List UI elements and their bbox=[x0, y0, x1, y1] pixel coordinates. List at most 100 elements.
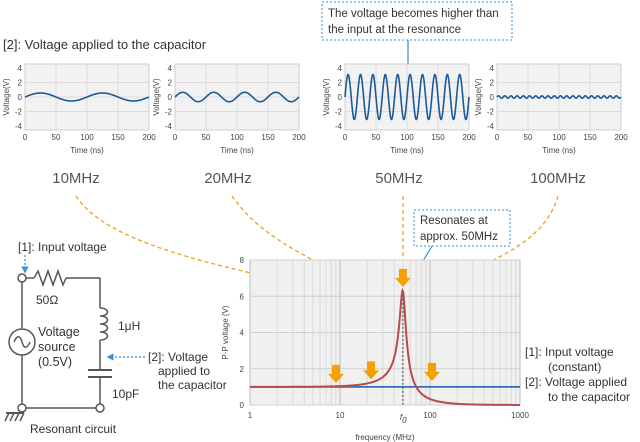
capacitor-label: 10pF bbox=[112, 387, 139, 401]
cap-label-line3: the capacitor bbox=[158, 378, 227, 392]
y-tick-label: 2 bbox=[18, 79, 23, 88]
arrow-10mhz bbox=[328, 364, 344, 383]
inductor-label: 1μH bbox=[118, 319, 140, 333]
legend-item1-line1: [1]: Input voltage bbox=[525, 345, 614, 359]
y-tick-label: 4 bbox=[18, 64, 23, 73]
x-tick-label: 200 bbox=[462, 133, 476, 142]
legend-item1-line2: (constant) bbox=[548, 360, 601, 374]
x-tick-label: 0 bbox=[343, 133, 348, 142]
resistor-label: 50Ω bbox=[36, 293, 58, 307]
waveform-line bbox=[24, 92, 150, 102]
callout-top-line1: The voltage becomes higher than bbox=[328, 8, 499, 20]
callout-top: The voltage becomes higher than the inpu… bbox=[321, 1, 513, 72]
waveform-line bbox=[344, 73, 470, 121]
arrow-100mhz bbox=[424, 362, 440, 381]
freq-label-10mhz: 10MHz bbox=[52, 170, 100, 187]
x-tick-label: 200 bbox=[142, 133, 156, 142]
connector-100mhz bbox=[432, 195, 559, 361]
x-tick-label: 100 bbox=[423, 411, 437, 420]
freq-label-100mhz: 100MHz bbox=[530, 170, 586, 187]
arrow-shape bbox=[328, 364, 344, 383]
y-tick-label: -4 bbox=[165, 122, 173, 131]
x-tick-label: 50 bbox=[372, 133, 381, 142]
x-axis-label: Time (ns) bbox=[70, 146, 104, 155]
terminal-input bbox=[17, 273, 27, 283]
y-tick-label: 2 bbox=[168, 79, 173, 88]
y-tick-label: -2 bbox=[15, 108, 23, 117]
circuit-caption: Resonant circuit bbox=[30, 422, 117, 436]
y-tick-label: 4 bbox=[168, 64, 173, 73]
series-capacitor-voltage bbox=[250, 288, 520, 406]
freq-label-20mhz: 20MHz bbox=[204, 170, 252, 187]
x-tick-label: 0 bbox=[23, 133, 28, 142]
section-title: [2]: Voltage applied to the capacitor bbox=[3, 37, 207, 52]
y-axis-label: Voltage(V) bbox=[322, 78, 331, 116]
x-axis-label: Time (ns) bbox=[390, 146, 424, 155]
x-tick-label: 150 bbox=[583, 133, 597, 142]
source-label-line1: Voltage bbox=[38, 325, 80, 339]
callout-top-line2: the input at the resonance bbox=[328, 24, 461, 36]
y-tick-label: 0 bbox=[240, 401, 245, 410]
y-tick-label: 2 bbox=[338, 79, 343, 88]
arrow-50mhz bbox=[394, 268, 411, 287]
legend: [1]: Input voltage (constant) [2]: Volta… bbox=[525, 345, 630, 404]
y-tick-label: 4 bbox=[490, 64, 495, 73]
x-tick-label: 200 bbox=[292, 133, 306, 142]
callout-resonates-line2: approx. 50MHz bbox=[420, 231, 498, 243]
freq-label-50mhz: 50MHz bbox=[375, 170, 423, 187]
x-axis-label: Time (ns) bbox=[542, 146, 576, 155]
y-axis-title: P-P voltage (V) bbox=[221, 305, 230, 359]
y-tick-label: 0 bbox=[168, 93, 173, 102]
y-tick-label: -4 bbox=[487, 122, 495, 131]
y-tick-label: -2 bbox=[165, 108, 173, 117]
x-axis-label: Time (ns) bbox=[220, 146, 254, 155]
callout-resonates-line1: Resonates at bbox=[420, 215, 489, 227]
arrow-shape bbox=[363, 361, 380, 380]
x-tick-label: 1000 bbox=[511, 411, 529, 420]
x-tick-label: 10 bbox=[336, 411, 345, 420]
y-tick-label: -4 bbox=[335, 122, 343, 131]
y-tick-label: 2 bbox=[240, 365, 245, 374]
waveform-line bbox=[496, 94, 622, 100]
callout-resonates: Resonates at approx. 50MHz bbox=[406, 209, 511, 290]
y-axis-label: Voltage(V) bbox=[152, 78, 161, 116]
x-tick-label: 150 bbox=[431, 133, 445, 142]
terminal-output bbox=[95, 403, 105, 413]
y-tick-label: 4 bbox=[240, 329, 245, 338]
x-tick-label: 50 bbox=[202, 133, 211, 142]
cap-label-line1: [2]: Voltage bbox=[148, 350, 208, 364]
y-tick-label: 0 bbox=[490, 93, 495, 102]
source-label-line2: source bbox=[38, 340, 76, 354]
x-tick-label: 150 bbox=[111, 133, 125, 142]
y-tick-label: 8 bbox=[240, 256, 245, 265]
resonant-circuit bbox=[4, 268, 112, 422]
x-tick-label: 100 bbox=[552, 133, 566, 142]
x-tick-label: 100 bbox=[80, 133, 94, 142]
x-tick-label: 50 bbox=[52, 133, 61, 142]
x-tick-label: 50 bbox=[524, 133, 533, 142]
y-tick-label: 0 bbox=[338, 93, 343, 102]
x-tick-label: 200 bbox=[614, 133, 628, 142]
source-label-line3: (0.5V) bbox=[38, 355, 72, 369]
resistor-icon bbox=[33, 268, 67, 288]
y-tick-label: 4 bbox=[338, 64, 343, 73]
y-tick-label: -4 bbox=[15, 122, 23, 131]
arrow-shape bbox=[424, 362, 440, 381]
y-tick-label: 0 bbox=[18, 93, 23, 102]
cap-label-line2: applied to bbox=[158, 364, 210, 378]
inductor-icon bbox=[99, 307, 109, 341]
y-axis-label: Voltage(V) bbox=[474, 78, 483, 116]
y-tick-label: -2 bbox=[335, 108, 343, 117]
x-tick-label: 1 bbox=[248, 411, 253, 420]
input-voltage-label: [1]: Input voltage bbox=[18, 240, 107, 254]
x-axis-title: frequency (MHz) bbox=[355, 433, 414, 442]
arrow-shape bbox=[394, 268, 411, 287]
x-tick-label: 0 bbox=[495, 133, 500, 142]
y-tick-label: -2 bbox=[487, 108, 495, 117]
